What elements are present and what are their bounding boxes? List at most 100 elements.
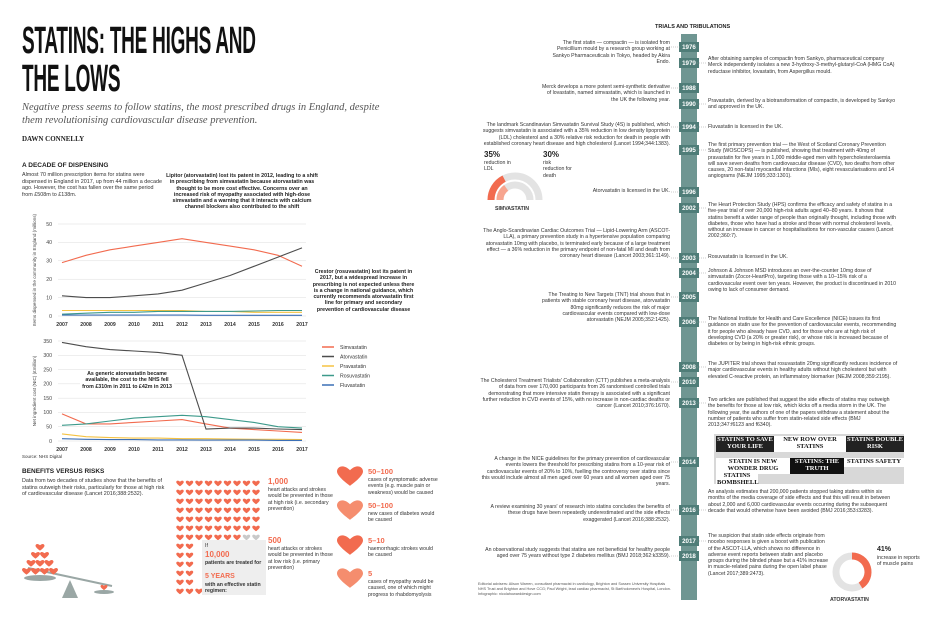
x-tick-label: 2017 [296, 322, 308, 328]
headline: STATINS SAFETY [844, 458, 904, 467]
heart-icon [242, 480, 251, 487]
x-tick-label: 2007 [56, 447, 68, 453]
y-tick-label: 40 [46, 240, 52, 246]
year-box [679, 292, 699, 302]
heart-icon [176, 534, 184, 541]
series-line [61, 414, 303, 429]
x-tick-label: 2015 [248, 322, 260, 328]
heart-icon [204, 534, 213, 541]
heart-icon [195, 498, 203, 505]
timeline-entry: A review examining 30 years' of research… [490, 504, 670, 523]
heart-icon [242, 507, 251, 514]
x-tick-label: 2015 [248, 447, 260, 453]
heart-icon [214, 525, 222, 532]
year-box [679, 99, 699, 109]
year-label: 1994 [682, 124, 696, 131]
gauge-caption: risk reduction for death [543, 160, 572, 179]
author: DAWN CONNELLY [22, 135, 85, 143]
risk-number: 50–100 [368, 467, 394, 476]
heart-icon [31, 567, 40, 575]
heart-icon [252, 480, 260, 487]
heart-icon [176, 570, 184, 577]
x-tick-label: 2008 [80, 322, 92, 328]
timeline-entry: Pravastatin, derived by a biotransformat… [708, 98, 896, 111]
heart-icon [195, 588, 203, 595]
year-label: 2017 [682, 538, 696, 545]
x-tick-label: 2012 [176, 447, 188, 453]
heart-icon [252, 498, 260, 505]
year-label: 2002 [682, 205, 696, 212]
timeline-entry: Fluvastatin is licensed in the UK. [708, 124, 783, 130]
heart-icon [252, 525, 260, 532]
heart-icon [31, 551, 40, 559]
heart-icon [242, 498, 251, 505]
x-tick-label: 2014 [224, 447, 236, 453]
x-tick-label: 2013 [200, 322, 212, 328]
heart-icon [214, 498, 222, 505]
timeline-entry: Atorvastatin is licensed in the UK. [592, 188, 670, 194]
year-box [679, 457, 699, 467]
year-box [679, 377, 699, 387]
series-line [61, 413, 303, 433]
headline: STATINS BOMBSHELL [716, 472, 759, 488]
heart-icon [233, 498, 241, 505]
timeline-entry: After obtaining samples of compactin fro… [708, 56, 895, 75]
y-tick-label: 10 [46, 295, 52, 301]
legend-label: Fluvastatin [340, 383, 365, 389]
heart-icon [195, 480, 203, 487]
heart-icon [176, 507, 184, 514]
timeline-entry: Merck develops a more potent semi-synthe… [541, 84, 670, 103]
risk-text: cases of symptomatic adverse events (e.g… [368, 477, 438, 496]
heart-icon [252, 534, 260, 541]
year-label: 1988 [682, 85, 696, 92]
heart-icon [204, 507, 213, 514]
timeline-entry: The Cholesterol Treatment Trialists' Col… [480, 378, 670, 410]
heart-icon [40, 551, 49, 559]
y-tick-label: 250 [43, 367, 52, 373]
year-box [679, 268, 699, 278]
heart-icon [214, 480, 222, 487]
headline: NEW ROW OVER STATINS [774, 436, 846, 452]
year-label: 2005 [682, 294, 696, 301]
heart-icon [176, 498, 184, 505]
x-tick-label: 2014 [224, 322, 236, 328]
intro-text: Almost 70 million prescription items for… [22, 172, 162, 198]
x-tick-label: 2007 [56, 322, 68, 328]
heart-icon [185, 570, 194, 577]
year-label: 2004 [682, 270, 696, 277]
year-box [679, 253, 699, 263]
gauge-label: 35% [484, 150, 501, 159]
year-box [679, 58, 699, 68]
heart-icon [223, 534, 232, 541]
benefit-text: heart attacks and strokes would be preve… [268, 487, 333, 512]
x-tick-label: 2009 [104, 447, 116, 453]
patients-text: patients are treated for [205, 560, 262, 566]
annotation: Lipitor (atorvastatin) lost its patent i… [165, 172, 319, 212]
annotation: As generic atorvastatin became available… [80, 370, 174, 391]
gauge-caption: reduction in LDL [484, 160, 511, 173]
heart-icon [204, 498, 213, 505]
credits: Editorial advisers: Alison Warren, consu… [478, 582, 671, 596]
series-line [61, 238, 303, 267]
gauge-drug: ATORVASTATIN [830, 597, 869, 603]
heart-icon [252, 507, 260, 514]
heart-icon [185, 507, 194, 514]
scale-pan [24, 575, 56, 581]
heart-icon [49, 567, 58, 575]
gauge-label: 30% [543, 150, 560, 159]
heart-icon [176, 588, 184, 595]
legend-label: Simvastatin [340, 345, 367, 351]
risk-heart [337, 568, 363, 588]
heart-icon [185, 489, 194, 496]
section-heading: BENEFITS VERSUS RISKS [22, 468, 105, 475]
heart-icon [233, 516, 241, 523]
patients-text: If [205, 543, 208, 549]
risk-number: 5 [368, 569, 373, 578]
heart-icon [214, 516, 222, 523]
y-tick-label: 350 [43, 339, 52, 345]
heart-icon [176, 516, 184, 523]
year-box [679, 83, 699, 93]
heart-icon [35, 543, 45, 551]
series-line [61, 433, 303, 441]
timeline-entry: The landmark Scandinavian Simvastatin Su… [482, 122, 670, 147]
